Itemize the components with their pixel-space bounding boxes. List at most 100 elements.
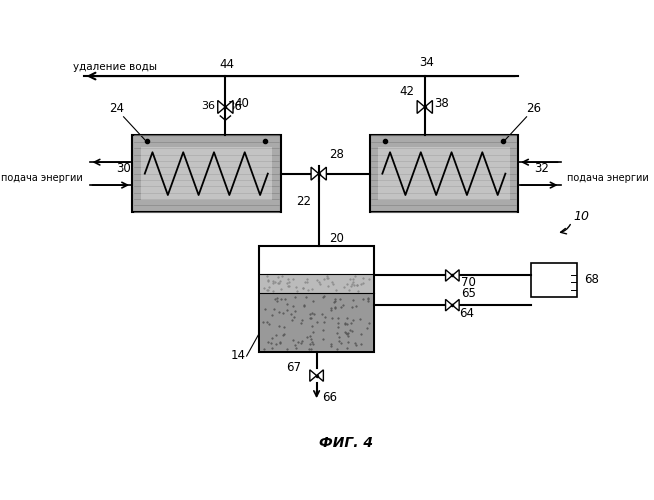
Point [303, 286, 314, 294]
Point [280, 294, 290, 302]
Point [339, 320, 350, 328]
Point [333, 324, 343, 332]
Point [279, 330, 289, 338]
Point [353, 287, 363, 295]
Point [364, 276, 374, 283]
Polygon shape [445, 300, 453, 311]
Point [363, 294, 373, 302]
Point [334, 334, 344, 342]
Point [339, 320, 350, 328]
Point [305, 335, 316, 343]
Point [335, 296, 345, 304]
Point [262, 286, 273, 294]
Text: 44: 44 [220, 58, 235, 70]
Point [319, 292, 330, 300]
Point [308, 340, 318, 348]
Point [321, 274, 332, 281]
Point [292, 338, 303, 346]
Point [326, 304, 337, 312]
Point [299, 300, 309, 308]
Point [307, 309, 318, 317]
Point [364, 319, 374, 327]
Polygon shape [425, 100, 432, 114]
Point [276, 295, 286, 303]
Point [305, 340, 315, 348]
Point [283, 274, 293, 282]
Point [272, 280, 283, 287]
Text: 20: 20 [329, 232, 344, 244]
Point [269, 305, 280, 313]
Point [296, 319, 306, 327]
Point [300, 278, 310, 286]
Point [340, 329, 351, 337]
Text: ФИГ. 4: ФИГ. 4 [319, 436, 373, 450]
Polygon shape [453, 300, 459, 311]
Point [283, 282, 293, 290]
Point [279, 323, 289, 331]
Point [345, 326, 355, 334]
Point [267, 278, 278, 286]
Text: удаление воды: удаление воды [73, 62, 157, 72]
Point [273, 322, 284, 330]
Bar [370, 136, 518, 212]
Point [290, 307, 300, 315]
Text: 67: 67 [286, 362, 301, 374]
Point [301, 278, 312, 285]
Point [343, 338, 353, 346]
Point [276, 285, 286, 293]
Point [327, 278, 337, 286]
Point [318, 336, 328, 344]
Bar [531, 262, 577, 296]
Point [342, 344, 353, 351]
Point [284, 282, 294, 290]
Point [330, 304, 340, 312]
Point [286, 316, 297, 324]
Point [354, 314, 365, 322]
Text: подача энергии: подача энергии [567, 173, 649, 183]
Polygon shape [311, 167, 318, 180]
Bar [260, 246, 374, 352]
Point [341, 314, 352, 322]
Point [277, 272, 287, 280]
Point [314, 278, 324, 286]
Point [348, 296, 358, 304]
Point [308, 328, 318, 336]
Point [342, 330, 353, 338]
Polygon shape [218, 100, 226, 114]
Point [286, 310, 296, 318]
Point [267, 344, 277, 352]
Point [307, 322, 317, 330]
Point [258, 318, 268, 326]
Point [319, 275, 330, 283]
Point [287, 336, 298, 344]
Polygon shape [417, 100, 425, 114]
Point [297, 316, 307, 324]
Polygon shape [445, 270, 453, 281]
Point [331, 286, 341, 294]
Point [348, 278, 358, 286]
Point [312, 276, 322, 284]
Point [309, 310, 319, 318]
Point [282, 280, 292, 287]
Text: 38: 38 [434, 97, 449, 110]
Point [340, 328, 351, 336]
Point [290, 283, 301, 291]
Point [363, 294, 373, 302]
Point [289, 313, 300, 321]
Point [334, 320, 344, 328]
Point [326, 306, 336, 314]
Point [350, 340, 360, 347]
Point [291, 344, 301, 352]
Polygon shape [318, 167, 326, 180]
Point [302, 275, 313, 283]
Point [320, 314, 330, 322]
Point [266, 340, 277, 347]
Point [290, 293, 301, 301]
Text: 10: 10 [574, 210, 589, 224]
Point [264, 320, 274, 328]
Point [305, 314, 316, 322]
Point [338, 300, 349, 308]
Point [347, 327, 357, 335]
Point [297, 336, 307, 344]
Point [356, 330, 366, 338]
